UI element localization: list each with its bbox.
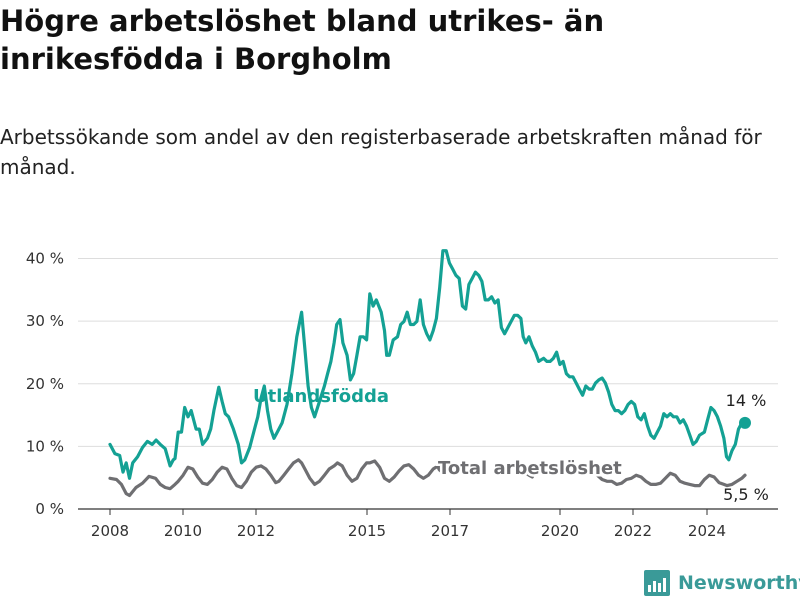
newsworthy-logo-icon	[644, 570, 670, 596]
series-label-utlandsfodda: Utlandsfödda	[253, 386, 389, 407]
y-tick-label: 30 %	[26, 312, 64, 330]
x-tick-label: 2024	[688, 522, 726, 540]
x-tick-label: 2012	[237, 522, 275, 540]
series-end-point	[436, 461, 449, 474]
x-tick-label: 2010	[164, 522, 202, 540]
line-chart: 0 % 10 % 20 % 30 % 40 % 2008 2010 2012 2015 2017 2…	[26, 249, 778, 540]
x-tick-label: 2020	[541, 522, 579, 540]
x-tick-label: 2015	[348, 522, 386, 540]
series-line-segment	[590, 471, 747, 488]
end-value-label-total: 5,5 %	[723, 485, 769, 504]
x-tick-label: 2017	[431, 522, 469, 540]
end-value-label-utlandsfodda: 14 %	[726, 391, 767, 410]
chart-subtitle: Arbetssökande som andel av den registerb…	[0, 125, 762, 179]
y-tick-label: 20 %	[26, 375, 64, 393]
y-tick-label: 40 %	[26, 250, 64, 268]
x-tick-label: 2022	[614, 522, 652, 540]
y-tick-label: 0 %	[35, 500, 64, 518]
brand-name: Newsworthy	[678, 572, 800, 594]
series-line-segment	[517, 469, 534, 479]
x-tick-label: 2008	[91, 522, 129, 540]
series-line-total-arbetslöshet	[108, 458, 445, 498]
y-tick-label: 10 %	[26, 437, 64, 455]
newsworthy-brand: Newsworthy	[644, 566, 800, 600]
series-end-point	[739, 416, 751, 429]
series-label-total-arbetsloshet: Total arbetslöshet	[438, 458, 622, 479]
chart-title: Högre arbetslöshet bland utrikes- än inr…	[0, 4, 605, 76]
series-line-utlandsfödda	[108, 249, 747, 480]
